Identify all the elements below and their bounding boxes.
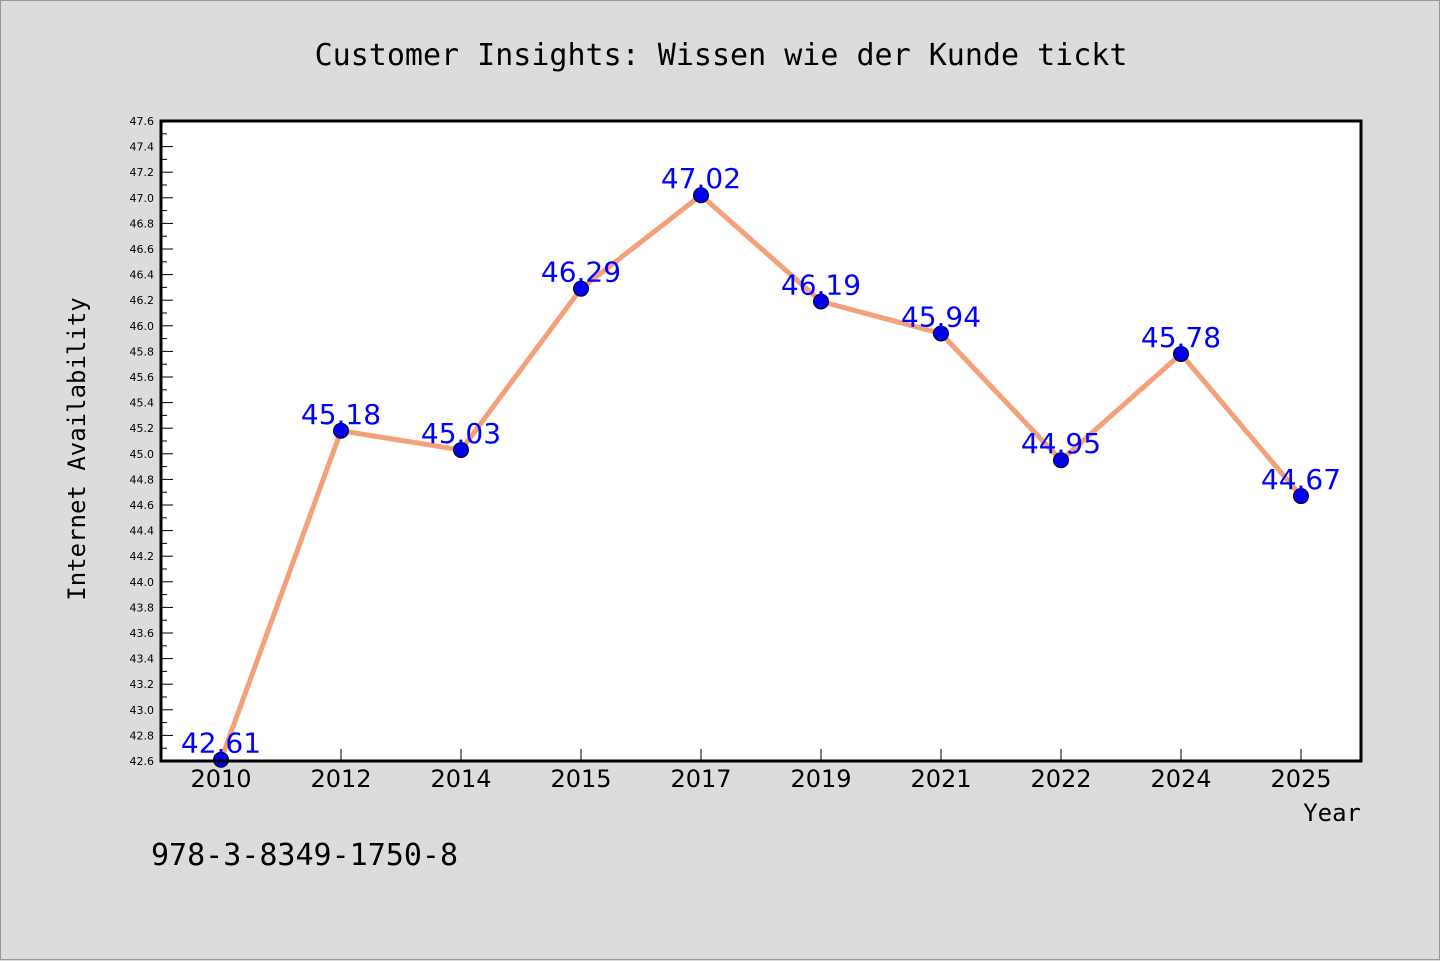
y-tick-label: 47.0: [130, 192, 155, 205]
x-tick-label: 2015: [550, 765, 611, 793]
y-tick-label: 46.6: [130, 243, 155, 256]
y-tick-label: 47.4: [130, 141, 155, 154]
data-label: 45.78: [1141, 321, 1221, 354]
data-label: 47.02: [661, 162, 741, 195]
x-tick-label: 2012: [310, 765, 371, 793]
data-point: [693, 187, 709, 204]
y-tick-label: 45.6: [130, 371, 155, 384]
data-label: 42.61: [181, 727, 261, 760]
y-tick-label: 47.2: [130, 166, 155, 179]
y-tick-label: 44.6: [130, 499, 155, 512]
data-point: [453, 441, 469, 458]
data-point: [933, 325, 949, 342]
x-tick-label: 2010: [190, 765, 251, 793]
y-axis: 42.6 42.8 43.0 43.2 43.4 43.6 43.8 44.0 44.2 44.4…: [130, 115, 173, 768]
y-tick-label: 44.2: [130, 550, 155, 563]
y-tick-label: 45.4: [130, 397, 155, 410]
y-tick-label: 45.2: [130, 422, 155, 435]
y-tick-label: 44.8: [130, 473, 155, 486]
plot-border: [159, 119, 1363, 763]
x-tick-label: 2022: [1030, 765, 1091, 793]
isbn-text: 978-3-8349-1750-8: [151, 838, 458, 873]
data-point: [1053, 452, 1069, 469]
y-axis-label: Internet Availability: [63, 297, 91, 600]
series-line: [218, 192, 1304, 763]
x-tick-label: 2017: [670, 765, 731, 793]
y-tick-label: 46.0: [130, 320, 155, 333]
y-tick-label: 42.8: [130, 729, 155, 742]
chart-title: Customer Insights: Wissen wie der Kunde …: [315, 38, 1128, 73]
y-tick-label: 43.2: [130, 678, 155, 691]
y-tick-label: 45.8: [130, 345, 155, 358]
data-label: 46.19: [781, 268, 861, 301]
plot-area: [161, 121, 1361, 761]
y-tick-label: 43.8: [130, 601, 155, 614]
y-tick-label: 46.4: [130, 269, 155, 282]
y-tick-label: 44.0: [130, 576, 155, 589]
y-tick-label: 43.0: [130, 704, 155, 717]
data-label: 45.18: [301, 398, 381, 431]
data-label: 46.29: [541, 256, 621, 289]
data-label: 45.03: [421, 417, 501, 450]
x-tick-label: 2024: [1150, 765, 1211, 793]
x-tick-label: 2021: [910, 765, 971, 793]
x-tick-label: 2014: [430, 765, 491, 793]
y-tick-label: 46.2: [130, 294, 155, 307]
series-line-group: 42.61 45.18 45.03 46.29 47.02 46.19 45.94 44.95…: [181, 162, 1341, 768]
y-tick-label: 45.0: [130, 448, 155, 461]
data-point: [1173, 345, 1189, 362]
x-tick-label: 2025: [1270, 765, 1331, 793]
data-label: 45.94: [901, 300, 981, 333]
y-tick-label: 42.6: [130, 755, 155, 768]
data-point: [573, 280, 589, 297]
data-label: 44.67: [1261, 463, 1341, 496]
y-tick-label: 46.8: [130, 217, 155, 230]
y-tick-label: 43.6: [130, 627, 155, 640]
data-point: [1293, 488, 1309, 505]
y-tick-label: 47.6: [130, 115, 155, 128]
data-label: 44.95: [1021, 427, 1101, 460]
y-tick-label: 43.4: [130, 653, 155, 666]
y-tick-label: 44.4: [130, 525, 155, 538]
x-axis-label: Year: [1303, 799, 1361, 827]
x-tick-label: 2019: [790, 765, 851, 793]
x-axis: 2010 2012 2014 2015 2017 2019 2021 2022 2024 2025: [190, 749, 1332, 793]
data-point: [333, 422, 349, 439]
data-point: [813, 293, 829, 310]
